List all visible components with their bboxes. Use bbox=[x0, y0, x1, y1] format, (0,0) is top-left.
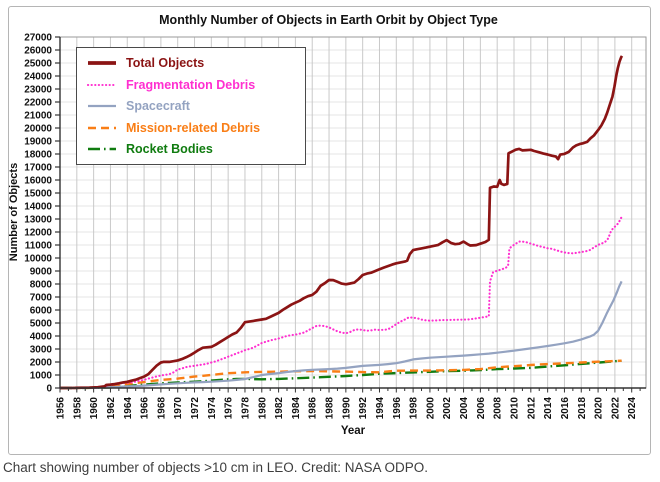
svg-text:5000: 5000 bbox=[30, 319, 53, 330]
svg-text:1966: 1966 bbox=[140, 397, 151, 420]
svg-text:16000: 16000 bbox=[24, 176, 52, 187]
svg-text:1958: 1958 bbox=[72, 397, 83, 420]
svg-text:1976: 1976 bbox=[224, 397, 235, 420]
legend-item-rocket-bodies: Rocket Bodies bbox=[87, 142, 295, 156]
svg-text:12000: 12000 bbox=[24, 228, 52, 239]
svg-text:21000: 21000 bbox=[24, 111, 52, 122]
svg-text:1996: 1996 bbox=[392, 397, 403, 420]
svg-text:0: 0 bbox=[46, 384, 52, 395]
svg-text:2010: 2010 bbox=[510, 397, 521, 420]
caption: Chart showing number of objects >10 cm i… bbox=[3, 460, 429, 475]
legend-item-total-objects: Total Objects bbox=[87, 56, 295, 70]
legend-label-spacecraft: Spacecraft bbox=[126, 99, 190, 113]
svg-text:2012: 2012 bbox=[526, 397, 537, 420]
svg-text:1970: 1970 bbox=[173, 397, 184, 420]
legend-item-spacecraft: Spacecraft bbox=[87, 99, 295, 113]
svg-text:23000: 23000 bbox=[24, 85, 52, 96]
svg-text:20000: 20000 bbox=[24, 124, 52, 135]
svg-text:1974: 1974 bbox=[207, 397, 218, 420]
legend-line-sample-mission-related-debris bbox=[88, 126, 116, 129]
svg-text:4000: 4000 bbox=[30, 332, 53, 343]
svg-text:1972: 1972 bbox=[190, 397, 201, 420]
svg-text:2008: 2008 bbox=[493, 397, 504, 420]
legend: Total Objects Fragmentation Debris Space… bbox=[76, 47, 306, 165]
svg-text:26000: 26000 bbox=[24, 46, 52, 57]
svg-text:9000: 9000 bbox=[30, 267, 53, 278]
svg-text:10000: 10000 bbox=[24, 254, 52, 265]
svg-text:2000: 2000 bbox=[30, 358, 53, 369]
svg-text:18000: 18000 bbox=[24, 150, 52, 161]
chart-title: Monthly Number of Objects in Earth Orbit… bbox=[159, 13, 498, 27]
svg-text:1000: 1000 bbox=[30, 371, 53, 382]
svg-text:22000: 22000 bbox=[24, 98, 52, 109]
svg-text:2000: 2000 bbox=[425, 397, 436, 420]
svg-text:11000: 11000 bbox=[25, 241, 53, 252]
svg-text:2020: 2020 bbox=[594, 397, 605, 420]
svg-text:19000: 19000 bbox=[24, 137, 52, 148]
svg-text:1980: 1980 bbox=[257, 397, 268, 420]
svg-text:27000: 27000 bbox=[24, 33, 52, 44]
svg-text:2018: 2018 bbox=[577, 397, 588, 420]
svg-text:1984: 1984 bbox=[291, 397, 302, 420]
svg-text:1968: 1968 bbox=[156, 397, 167, 420]
legend-line-sample-spacecraft bbox=[88, 104, 116, 108]
svg-text:2004: 2004 bbox=[459, 397, 470, 420]
legend-line-sample-rocket-bodies bbox=[88, 147, 116, 151]
svg-text:2006: 2006 bbox=[476, 397, 487, 420]
svg-text:1982: 1982 bbox=[274, 397, 285, 420]
legend-item-mission-related-debris: Mission-related Debris bbox=[87, 121, 295, 135]
svg-text:1960: 1960 bbox=[89, 397, 100, 420]
legend-label-rocket-bodies: Rocket Bodies bbox=[126, 142, 213, 156]
legend-label-fragmentation-debris: Fragmentation Debris bbox=[126, 77, 256, 92]
svg-text:17000: 17000 bbox=[24, 163, 52, 174]
svg-text:2014: 2014 bbox=[543, 397, 554, 420]
svg-text:2024: 2024 bbox=[627, 397, 638, 420]
svg-text:1988: 1988 bbox=[325, 397, 336, 420]
legend-label-mission-related-debris: Mission-related Debris bbox=[126, 120, 261, 135]
svg-text:25000: 25000 bbox=[24, 59, 52, 70]
svg-text:1962: 1962 bbox=[106, 397, 117, 420]
svg-text:1994: 1994 bbox=[375, 397, 386, 420]
svg-text:6000: 6000 bbox=[30, 306, 53, 317]
svg-text:13000: 13000 bbox=[24, 215, 52, 226]
legend-item-fragmentation-debris: Fragmentation Debris bbox=[87, 78, 295, 92]
svg-text:8000: 8000 bbox=[30, 280, 53, 291]
svg-text:1964: 1964 bbox=[123, 397, 134, 420]
legend-label-total-objects: Total Objects bbox=[126, 56, 205, 70]
svg-text:14000: 14000 bbox=[24, 202, 52, 213]
svg-text:2022: 2022 bbox=[610, 397, 621, 420]
svg-text:3000: 3000 bbox=[30, 345, 53, 356]
svg-text:2002: 2002 bbox=[442, 397, 453, 420]
svg-text:1986: 1986 bbox=[308, 397, 319, 420]
svg-text:24000: 24000 bbox=[24, 72, 52, 83]
svg-text:1990: 1990 bbox=[341, 397, 352, 420]
svg-text:1992: 1992 bbox=[358, 397, 369, 420]
x-axis-title: Year bbox=[340, 425, 366, 437]
legend-line-sample-total-objects bbox=[88, 61, 116, 65]
svg-text:15000: 15000 bbox=[24, 189, 52, 200]
svg-text:2016: 2016 bbox=[560, 397, 571, 420]
svg-text:1956: 1956 bbox=[56, 397, 67, 420]
svg-text:1978: 1978 bbox=[240, 397, 251, 420]
legend-line-sample-fragmentation-debris bbox=[87, 83, 117, 86]
svg-text:1998: 1998 bbox=[409, 397, 420, 420]
svg-text:7000: 7000 bbox=[30, 293, 53, 304]
